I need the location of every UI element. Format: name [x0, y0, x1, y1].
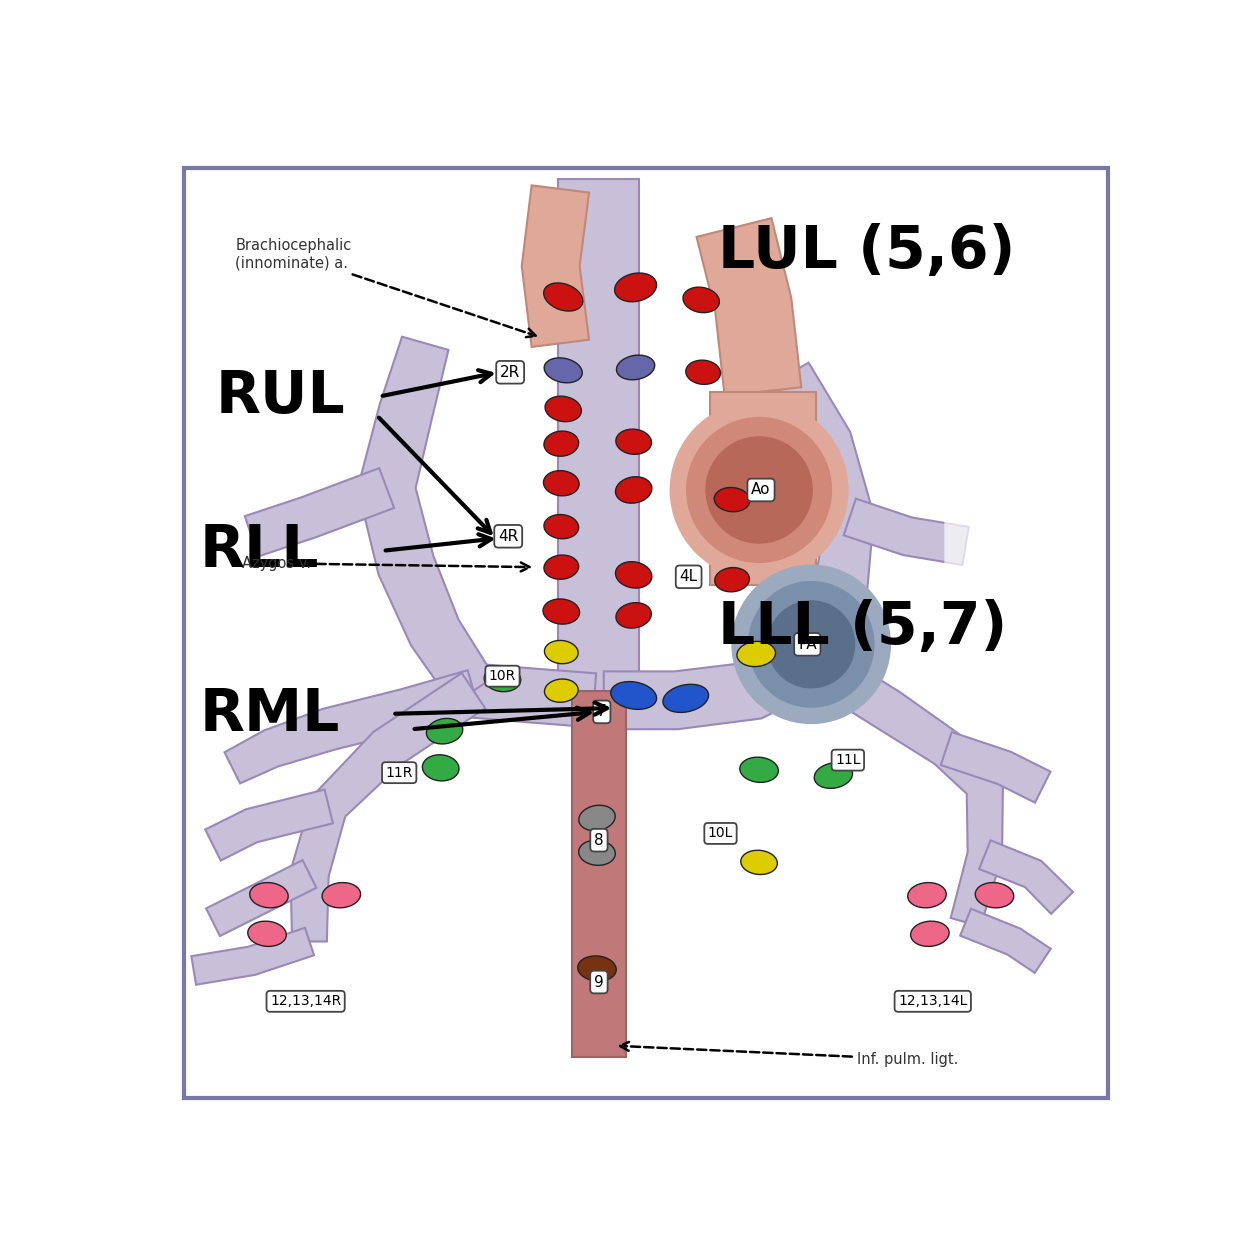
- Text: 4R: 4R: [499, 529, 519, 544]
- Ellipse shape: [544, 471, 579, 496]
- Polygon shape: [471, 664, 597, 727]
- Ellipse shape: [616, 561, 652, 588]
- Ellipse shape: [617, 355, 655, 380]
- FancyBboxPatch shape: [944, 160, 1128, 594]
- Ellipse shape: [908, 882, 947, 908]
- Circle shape: [731, 565, 890, 723]
- Text: Ao: Ao: [752, 482, 771, 497]
- Ellipse shape: [579, 806, 616, 831]
- Circle shape: [748, 581, 874, 707]
- Ellipse shape: [715, 568, 749, 591]
- Polygon shape: [559, 179, 640, 710]
- Text: 8: 8: [594, 833, 604, 848]
- Ellipse shape: [910, 921, 949, 946]
- Text: Azygos v.: Azygos v.: [242, 556, 530, 571]
- Ellipse shape: [740, 757, 778, 782]
- Text: 4L: 4L: [680, 569, 697, 584]
- Text: 10L: 10L: [708, 827, 733, 841]
- Ellipse shape: [578, 956, 616, 981]
- Polygon shape: [291, 673, 485, 941]
- Ellipse shape: [545, 396, 582, 422]
- Text: LLL (5,7): LLL (5,7): [718, 599, 1007, 657]
- Ellipse shape: [614, 273, 656, 302]
- Ellipse shape: [616, 603, 651, 628]
- Ellipse shape: [423, 754, 460, 781]
- Ellipse shape: [684, 287, 719, 313]
- Polygon shape: [710, 391, 816, 584]
- Ellipse shape: [544, 640, 578, 664]
- Text: RUL: RUL: [215, 368, 346, 425]
- Polygon shape: [844, 499, 968, 565]
- Ellipse shape: [322, 882, 360, 908]
- Text: 7: 7: [597, 704, 607, 719]
- Circle shape: [706, 437, 812, 543]
- Circle shape: [670, 401, 847, 579]
- Text: Brachiocephalic
(innominate) a.: Brachiocephalic (innominate) a.: [235, 238, 536, 337]
- Ellipse shape: [737, 642, 776, 667]
- Text: LUL (5,6): LUL (5,6): [718, 223, 1015, 281]
- Polygon shape: [206, 860, 316, 936]
- Polygon shape: [940, 732, 1050, 803]
- Polygon shape: [696, 218, 801, 396]
- Ellipse shape: [611, 682, 657, 709]
- Text: 2R: 2R: [500, 365, 520, 380]
- Polygon shape: [191, 927, 313, 985]
- Polygon shape: [776, 362, 874, 672]
- Polygon shape: [572, 690, 626, 1058]
- Text: 12,13,14R: 12,13,14R: [269, 995, 341, 1009]
- Ellipse shape: [544, 358, 582, 383]
- Ellipse shape: [663, 684, 709, 713]
- Text: 11L: 11L: [835, 753, 861, 767]
- Ellipse shape: [544, 515, 579, 539]
- Ellipse shape: [544, 555, 579, 579]
- Polygon shape: [604, 635, 825, 729]
- Ellipse shape: [616, 476, 652, 504]
- Ellipse shape: [579, 841, 616, 866]
- Text: PA: PA: [798, 637, 817, 652]
- Ellipse shape: [544, 431, 579, 456]
- Text: RLL: RLL: [199, 523, 319, 579]
- Text: Inf. pulm. ligt.: Inf. pulm. ligt.: [619, 1042, 959, 1066]
- Polygon shape: [521, 185, 589, 347]
- Ellipse shape: [616, 429, 651, 455]
- Ellipse shape: [543, 599, 579, 624]
- Polygon shape: [961, 908, 1051, 972]
- Ellipse shape: [815, 763, 852, 788]
- Polygon shape: [980, 841, 1073, 913]
- Circle shape: [686, 417, 831, 563]
- Ellipse shape: [249, 882, 288, 908]
- Polygon shape: [246, 469, 394, 556]
- Ellipse shape: [740, 851, 777, 875]
- Ellipse shape: [976, 882, 1013, 908]
- Text: 12,13,14L: 12,13,14L: [898, 995, 967, 1009]
- Ellipse shape: [248, 921, 286, 946]
- Ellipse shape: [485, 667, 521, 692]
- Text: RML: RML: [199, 687, 340, 743]
- Ellipse shape: [544, 679, 578, 702]
- Ellipse shape: [427, 718, 463, 744]
- Circle shape: [768, 601, 855, 688]
- Polygon shape: [224, 670, 480, 783]
- Ellipse shape: [544, 283, 583, 311]
- Text: 11R: 11R: [385, 766, 413, 779]
- Polygon shape: [205, 789, 332, 861]
- Text: 10R: 10R: [488, 669, 516, 683]
- Polygon shape: [358, 337, 495, 704]
- Ellipse shape: [714, 487, 750, 511]
- Text: 9: 9: [594, 975, 604, 990]
- Polygon shape: [799, 644, 1003, 926]
- Ellipse shape: [686, 360, 720, 385]
